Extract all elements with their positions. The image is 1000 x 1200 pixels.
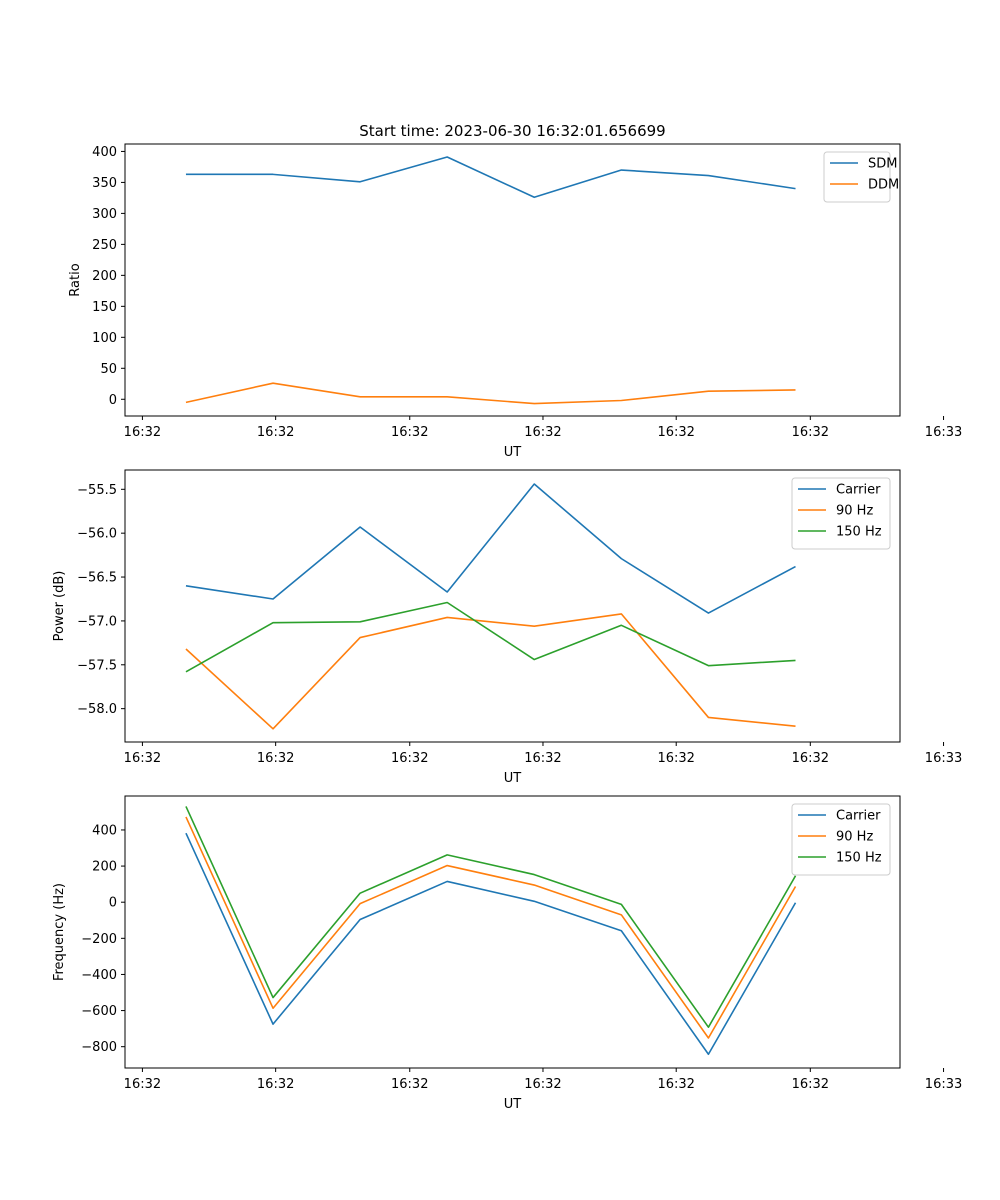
y-tick-label: −400 bbox=[81, 968, 117, 983]
series-line-90-hz bbox=[185, 816, 797, 1039]
legend-label: Carrier bbox=[836, 809, 881, 824]
legend-label: 150 Hz bbox=[836, 851, 882, 866]
x-tick-label: 16:32 bbox=[524, 425, 561, 440]
series-line-150-hz bbox=[185, 806, 797, 1028]
y-tick-label: 200 bbox=[92, 860, 117, 875]
figure-title: Start time: 2023-06-30 16:32:01.656699 bbox=[359, 122, 665, 140]
x-tick-label: 16:32 bbox=[657, 425, 694, 440]
x-tick-label: 16:32 bbox=[391, 1077, 428, 1092]
y-tick-label: −56.0 bbox=[77, 527, 117, 542]
x-tick-label: 16:33 bbox=[925, 751, 962, 766]
y-tick-label: −800 bbox=[81, 1040, 117, 1055]
x-tick-label: 16:32 bbox=[792, 1077, 829, 1092]
y-tick-label: 400 bbox=[92, 823, 117, 838]
y-tick-label: 0 bbox=[109, 393, 117, 408]
x-tick-label: 16:32 bbox=[257, 1077, 294, 1092]
legend-label: 90 Hz bbox=[836, 504, 873, 519]
x-tick-label: 16:32 bbox=[124, 425, 161, 440]
axes-frame bbox=[124, 143, 901, 417]
y-tick-label: 100 bbox=[92, 331, 117, 346]
legend-label: Carrier bbox=[836, 483, 881, 498]
y-tick-label: −55.5 bbox=[77, 483, 117, 498]
legend-label: SDM bbox=[868, 157, 897, 172]
x-tick-label: 16:33 bbox=[925, 425, 962, 440]
series-line-ddm bbox=[185, 382, 796, 405]
y-tick-label: −200 bbox=[81, 932, 117, 947]
subplot-3: 16:32 16:32 16:32 16:32 16:32 16:32 16:33 −800 −… bbox=[52, 795, 962, 1112]
y-axis-label: Power (dB) bbox=[52, 571, 67, 642]
y-tick-label: 0 bbox=[109, 896, 117, 911]
axes-frame bbox=[124, 469, 901, 743]
series-line-carrier bbox=[185, 832, 797, 1056]
y-axis-label: Frequency (Hz) bbox=[52, 883, 67, 981]
y-tick-label: 300 bbox=[92, 207, 117, 222]
y-tick-label: 400 bbox=[92, 145, 117, 160]
x-tick-label: 16:32 bbox=[257, 751, 294, 766]
subplots: 16:32 16:32 16:32 16:32 16:32 16:32 16:33 0 50 10… bbox=[52, 143, 962, 1112]
y-tick-label: −57.0 bbox=[77, 614, 117, 629]
subplot-1: 16:32 16:32 16:32 16:32 16:32 16:32 16:33 0 50 10… bbox=[68, 143, 962, 460]
legend-label: DDM bbox=[868, 178, 899, 193]
y-tick-label: −56.5 bbox=[77, 571, 117, 586]
x-tick-label: 16:32 bbox=[657, 751, 694, 766]
y-tick-label: 150 bbox=[92, 300, 117, 315]
x-tick-label: 16:32 bbox=[257, 425, 294, 440]
x-tick-label: 16:32 bbox=[124, 1077, 161, 1092]
x-tick-label: 16:32 bbox=[391, 751, 428, 766]
x-tick-label: 16:32 bbox=[657, 1077, 694, 1092]
x-tick-label: 16:32 bbox=[524, 751, 561, 766]
series-line-90-hz bbox=[185, 613, 796, 730]
y-tick-label: 350 bbox=[92, 176, 117, 191]
series-line-150-hz bbox=[185, 601, 796, 673]
legend: SDM DDM bbox=[823, 151, 899, 203]
x-tick-label: 16:33 bbox=[925, 1077, 962, 1092]
y-axis-label: Ratio bbox=[68, 263, 83, 296]
y-tick-label: 50 bbox=[100, 362, 117, 377]
x-tick-label: 16:32 bbox=[524, 1077, 561, 1092]
legend: Carrier 90 Hz 150 Hz bbox=[791, 803, 891, 876]
x-tick-label: 16:32 bbox=[391, 425, 428, 440]
legend-box bbox=[823, 151, 891, 203]
x-axis-label: UT bbox=[504, 1097, 522, 1112]
series-line-carrier bbox=[185, 483, 796, 614]
y-tick-label: 250 bbox=[92, 238, 117, 253]
y-tick-label: −600 bbox=[81, 1004, 117, 1019]
y-tick-label: −58.0 bbox=[77, 702, 117, 717]
subplot-2: 16:32 16:32 16:32 16:32 16:32 16:32 16:33 −58.0… bbox=[52, 469, 962, 786]
x-axis-label: UT bbox=[504, 445, 522, 460]
x-tick-label: 16:32 bbox=[792, 751, 829, 766]
y-tick-label: 200 bbox=[92, 269, 117, 284]
x-tick-label: 16:32 bbox=[124, 751, 161, 766]
axes-frame bbox=[124, 795, 901, 1069]
legend: Carrier 90 Hz 150 Hz bbox=[791, 477, 891, 550]
legend-label: 90 Hz bbox=[836, 830, 873, 845]
x-axis-label: UT bbox=[504, 771, 522, 786]
x-tick-label: 16:32 bbox=[792, 425, 829, 440]
series-line-sdm bbox=[185, 156, 796, 199]
y-tick-label: −57.5 bbox=[77, 658, 117, 673]
legend-label: 150 Hz bbox=[836, 525, 882, 540]
